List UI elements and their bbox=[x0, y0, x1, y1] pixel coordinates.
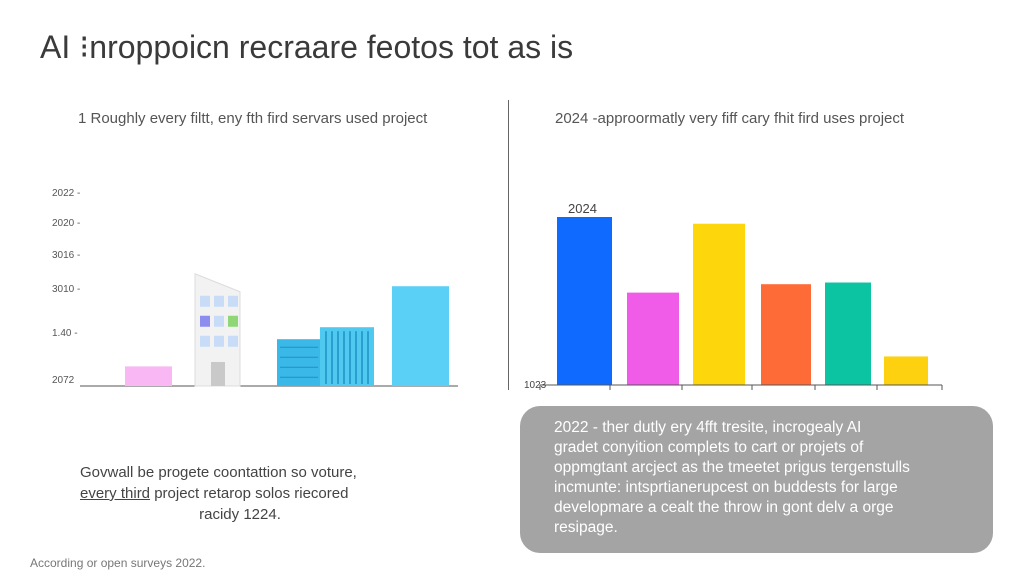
source-note: According or open surveys 2022. bbox=[30, 556, 206, 570]
bar bbox=[825, 282, 871, 385]
bar bbox=[557, 217, 612, 385]
callout-line: incmunte: intsprtianerupcest on buddests… bbox=[554, 479, 898, 496]
left-bar-chart: 2022 - 2020 - 3016 - 3010 - 1.40 - 2072 bbox=[52, 188, 458, 387]
callout-line: developmare a cealt the throw in gont de… bbox=[554, 499, 894, 516]
bar-top-label: 2024 bbox=[568, 201, 597, 216]
y-tick-label: 2020 - bbox=[52, 218, 80, 229]
bar-blue-building bbox=[277, 327, 374, 386]
bar bbox=[627, 292, 679, 385]
y-tick-label: 2072 bbox=[52, 375, 75, 386]
baseline-label: 1023 bbox=[524, 380, 547, 391]
callout-line: 2022 - ther dutly ery 4fft tresite, incr… bbox=[554, 419, 862, 436]
bar-pink-bar bbox=[125, 366, 172, 386]
note-line-2: every third project retarop solos riecor… bbox=[80, 483, 400, 504]
bar bbox=[693, 223, 745, 385]
callout-line: resipage. bbox=[554, 519, 618, 536]
bar bbox=[884, 356, 928, 385]
page-title: AI ⁝nroppoicn recraare feotos tot as is bbox=[40, 29, 574, 65]
y-tick-label: 3016 - bbox=[52, 250, 80, 261]
note-line-1: Govwall be progete coontattion so voture… bbox=[80, 464, 357, 481]
y-tick-label: 3010 - bbox=[52, 284, 80, 295]
callout-line: gradet conyition complets to cart or pro… bbox=[554, 439, 864, 456]
left-chart-subtitle: 1 Roughly every filtt, eny fth fird serv… bbox=[78, 110, 428, 127]
center-divider bbox=[508, 100, 509, 390]
bar-tower-building bbox=[194, 273, 241, 387]
right-bar-chart: 2024 1023 bbox=[524, 201, 943, 391]
bar bbox=[761, 284, 811, 385]
left-note: Govwall be progete coontattion so voture… bbox=[80, 462, 400, 525]
note-line-3: racidy 1224. bbox=[199, 506, 281, 523]
note-line-2-rest: project retarop solos riecored bbox=[150, 485, 349, 502]
callout-box: 2022 - ther dutly ery 4fft tresite, incr… bbox=[520, 406, 993, 553]
y-tick-label: 1.40 - bbox=[52, 328, 78, 339]
callout-line: oppmgtant arcject as the tmeetet prigus … bbox=[554, 459, 910, 476]
bar-sky-blue-bar bbox=[392, 286, 449, 386]
y-tick-label: 2022 - bbox=[52, 188, 80, 199]
note-underlined-text: every third bbox=[80, 485, 151, 502]
right-chart-subtitle: 2024 -approormatly very fiff cary fhit f… bbox=[555, 110, 905, 127]
